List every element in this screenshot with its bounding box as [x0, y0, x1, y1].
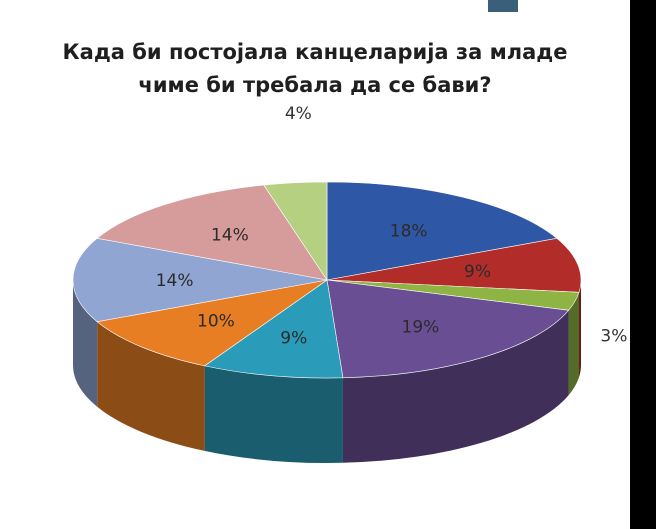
- pie-slice-side-1: [578, 280, 581, 378]
- chart-title: Када би постојала канцеларија за младе ч…: [62, 40, 568, 97]
- pie-sides: [73, 280, 581, 463]
- top-accent-decoration: [488, 0, 518, 12]
- pie-label-6: 14%: [156, 271, 194, 291]
- pie-slice-8: [263, 181, 328, 281]
- pie-label-8: 4%: [285, 104, 312, 124]
- pie-label-5: 10%: [197, 311, 235, 331]
- pie-chart: 18%9%3%19%9%10%14%14%4%: [72, 104, 628, 463]
- pie-label-0: 18%: [390, 221, 428, 241]
- pie-slice-3: [326, 279, 570, 379]
- pie-slice-side-4: [204, 365, 343, 463]
- pie-label-1: 9%: [464, 262, 491, 282]
- pie-labels: 18%9%3%19%9%10%14%14%4%: [156, 104, 628, 348]
- pie-slice-side-6: [73, 280, 98, 407]
- pie-slice-side-3: [342, 310, 569, 463]
- pie-label-3: 19%: [402, 317, 440, 337]
- pie-slice-5: [96, 279, 328, 367]
- pie-tops: [72, 181, 582, 379]
- pie-label-2: 3%: [600, 326, 627, 346]
- pie-slice-0: [326, 181, 558, 281]
- pie-slice-4: [203, 279, 344, 379]
- pie-label-7: 14%: [211, 226, 249, 246]
- pie-label-4: 9%: [280, 328, 307, 348]
- right-border-decoration: [630, 0, 656, 529]
- pie-slice-6: [72, 237, 328, 323]
- pie-slice-side-2: [568, 292, 579, 396]
- pie-slice-side-5: [97, 321, 205, 451]
- pie-slice-7: [96, 184, 328, 281]
- pie-slice-1: [326, 237, 582, 293]
